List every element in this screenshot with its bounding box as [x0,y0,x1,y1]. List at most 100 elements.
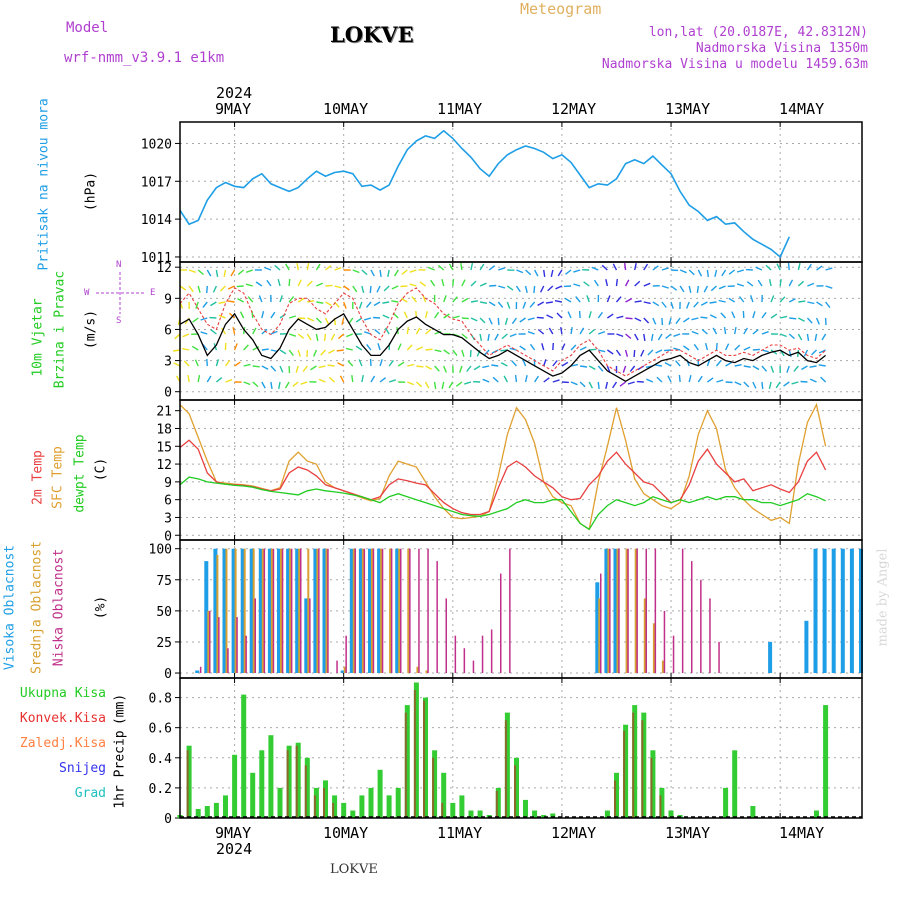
wind-arrow [461,333,468,339]
wind-arrow [224,359,231,367]
wind-arrow [561,343,566,351]
wind-arrow [388,359,394,367]
wind-arrow [316,301,324,304]
cloud-bar [372,548,375,673]
wind-arrow [616,333,624,338]
wind-arrow [473,365,481,371]
wind-arrow [334,267,342,271]
panel-temperature: 0 3 6 9 12 15 18 21 [156,399,863,544]
wind-arrow [536,316,544,319]
wind-arrow [424,311,428,319]
precip-total-bar [368,787,374,818]
wind-arrow [616,315,624,319]
wind-arrow [788,279,794,287]
wind-arrow [548,327,554,335]
wind-arrow [501,333,508,340]
cloud-bar [258,548,263,673]
y-tick-label: 12 [156,458,172,473]
cloud-bar [216,554,219,673]
wind-arrow [261,381,266,389]
wind-arrow [218,314,226,319]
y-tick-label: 0.2 [149,782,172,797]
wind-arrow [703,285,709,293]
precip-conv-bar [313,795,316,818]
wind-arrow [668,317,672,325]
model-name: wrf-nmm_v3.9.1 e1km [64,50,225,66]
wind-arrow [627,381,635,385]
wind-arrow [693,301,699,308]
wind-arrow [202,344,208,351]
wind-arrow [734,326,737,335]
wind-arrow [615,279,618,287]
wind-arrow [511,360,517,367]
wind-arrow [840,318,844,324]
wind-arrow [624,263,627,271]
wind-arrow [750,295,754,303]
panel-pressure: 1011 1014 1017 1020 [141,121,863,266]
precip-total-bar [423,697,428,818]
wind-arrow [654,364,663,367]
wind-arrow [833,318,835,325]
wind-arrow [552,379,560,383]
precip-total-bar [350,810,356,818]
y-tick-label: 0 [164,386,172,401]
wind-arrow [791,381,799,385]
wind-arrow [377,343,381,351]
wind-arrow [233,343,238,351]
wind-arrow [261,328,268,335]
precip-total-bar [459,795,465,818]
wind-arrow [786,365,790,373]
wind-arrow [724,343,730,351]
wind-arrow [434,349,442,353]
cloud-bar [627,548,629,673]
wind-arrow [373,301,381,307]
wind-arrow [500,349,508,352]
precip-total-bar [650,750,656,818]
wind-arrow [679,269,687,274]
wind-arrow [537,301,545,307]
wind-arrow [514,375,518,383]
wind-arrow [809,378,817,383]
wind-arrow [366,343,372,351]
precip-total-bar [814,810,819,818]
wind-arrow [365,301,372,308]
precip-legend-graupel: Grad [74,786,106,801]
pressure-line [179,129,791,259]
wind-arrow [487,333,490,342]
wind-arrow [277,279,281,287]
wind-arrow [288,278,291,287]
cloud-bar [361,548,364,673]
wind-arrow [746,281,754,287]
wind-arrow [288,333,297,337]
precip-total-bar [313,787,319,818]
precip-total-bar [541,815,547,818]
wind-arrow [837,348,844,350]
wind-arrow [347,360,354,367]
wind-arrow [605,381,609,389]
wind-arrow [570,344,577,351]
wind-arrow [325,265,332,271]
wind-arrow [533,285,536,294]
wind-arrow [734,344,741,351]
wind-arrow [200,317,208,321]
wind-arrow [806,317,813,324]
wind-arrow [506,301,511,309]
cloud-bar [225,548,228,673]
cloud-bar [318,548,320,673]
wind-arrow [761,311,767,319]
wind-arrow [643,263,649,271]
wind-arrow [624,279,630,287]
wind-arrow [797,263,801,271]
wind-arrow [715,342,718,351]
wind-arrow [470,300,479,303]
cloud-bar [390,548,393,673]
wind-arrow [197,269,204,276]
wind-arrow [734,381,742,386]
wind-arrow [400,297,408,303]
y-tick-label: 0 [164,529,172,544]
wind-arrow [391,285,399,290]
wind-arrow [425,328,432,335]
wind-arrow [302,365,308,373]
wind-arrow [761,331,769,335]
wind-arrow [318,378,326,383]
